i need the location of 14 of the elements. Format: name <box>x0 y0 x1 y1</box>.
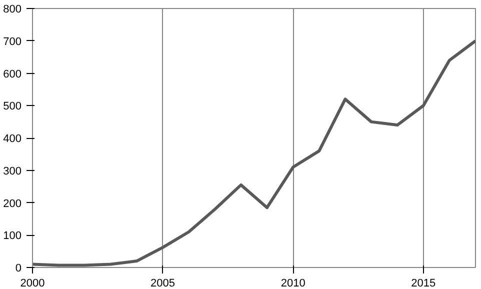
x-tick-label: 2000 <box>20 278 45 289</box>
y-tick-label: 100 <box>3 230 22 242</box>
x-tick-label: 2010 <box>280 278 306 289</box>
x-tick-label: 2005 <box>150 278 176 289</box>
y-tick-label: 600 <box>3 68 22 80</box>
y-tick-label: 300 <box>3 165 22 178</box>
y-tick-label: 700 <box>3 36 22 48</box>
x-tick-label: 2015 <box>411 278 436 289</box>
y-tick-label: 800 <box>3 4 22 16</box>
y-tick-label: 500 <box>3 100 22 113</box>
y-tick-label: 0 <box>15 262 22 274</box>
y-tick-label: 400 <box>3 133 22 145</box>
y-tick-label: 200 <box>3 198 22 210</box>
line-series <box>32 39 476 267</box>
